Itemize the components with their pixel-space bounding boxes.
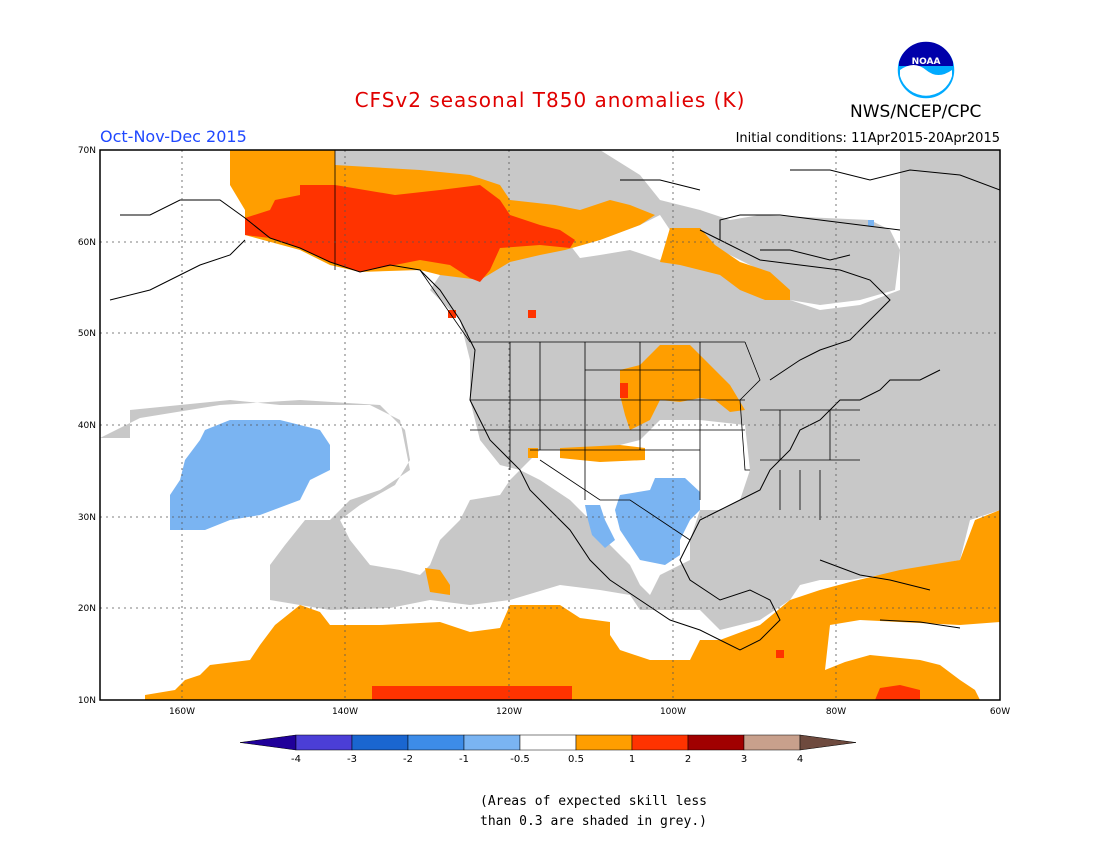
colorbar-left-arrow: [239, 734, 297, 751]
colorbar: -4 -3 -2 -1 -0.5 0.5 1 2 3 4: [239, 734, 857, 765]
agency-label: NWS/NCEP/CPC: [850, 102, 982, 122]
strong-warm-anomaly-regions: [245, 185, 920, 700]
colorbar-segment: [351, 734, 409, 751]
colorbar-label: -0.5: [510, 754, 530, 765]
colorbar-label: 2: [685, 754, 691, 765]
colorbar-label: -1: [459, 754, 469, 765]
lon-tick-140w: 140W: [332, 707, 358, 717]
political-borders: [334, 150, 860, 541]
footnote-line-1: (Areas of expected skill less: [480, 794, 707, 809]
coastlines: [109, 169, 1000, 651]
colorbar-right-arrow: [799, 734, 857, 751]
lon-tick-120w: 120W: [496, 707, 522, 717]
lat-tick-70n: 70N: [78, 146, 96, 156]
colorbar-label: 1: [629, 754, 635, 765]
lon-tick-100w: 100W: [660, 707, 686, 717]
colorbar-label: -3: [347, 754, 357, 765]
colorbar-segment: [743, 734, 801, 751]
lon-tick-80w: 80W: [826, 707, 846, 717]
page-title: CFSv2 seasonal T850 anomalies (K): [354, 88, 746, 112]
footnote: (Areas of expected skill less than 0.3 a…: [480, 792, 707, 832]
colorbar-segment: [407, 734, 465, 751]
colorbar-label: -4: [291, 754, 301, 765]
colorbar-segment: [631, 734, 689, 751]
lat-tick-10n: 10N: [78, 696, 96, 706]
colorbar-segment: [519, 734, 577, 751]
lat-tick-30n: 30N: [78, 513, 96, 523]
map-frame: [99, 149, 1001, 701]
colorbar-label: -2: [403, 754, 413, 765]
initial-conditions: Initial conditions: 11Apr2015-20Apr2015: [735, 131, 1000, 146]
lat-tick-labels: 10N 20N 30N 40N 50N 60N 70N: [78, 146, 96, 706]
lon-tick-160w: 160W: [169, 707, 195, 717]
lat-tick-50n: 50N: [78, 329, 96, 339]
lat-tick-60n: 60N: [78, 238, 96, 248]
cool-anomaly-regions: [170, 220, 874, 565]
footnote-line-2: than 0.3 are shaded in grey.): [480, 814, 707, 829]
colorbar-label: 3: [741, 754, 747, 765]
lat-tick-40n: 40N: [78, 421, 96, 431]
colorbar-label: 4: [797, 754, 803, 765]
colorbar-segment: [575, 734, 633, 751]
colorbar-segment: [463, 734, 521, 751]
lat-tick-20n: 20N: [78, 604, 96, 614]
colorbar-segment: [687, 734, 745, 751]
colorbar-segment: [295, 734, 353, 751]
colorbar-label: 0.5: [568, 754, 584, 765]
grid-lines: [100, 150, 1000, 700]
noaa-logo-icon: NOAA: [896, 40, 956, 100]
lon-tick-labels: 160W 140W 120W 100W 80W 60W: [169, 707, 1010, 717]
lon-tick-60w: 60W: [990, 707, 1010, 717]
logo-text: NOAA: [912, 57, 941, 67]
forecast-period: Oct-Nov-Dec 2015: [100, 127, 247, 146]
